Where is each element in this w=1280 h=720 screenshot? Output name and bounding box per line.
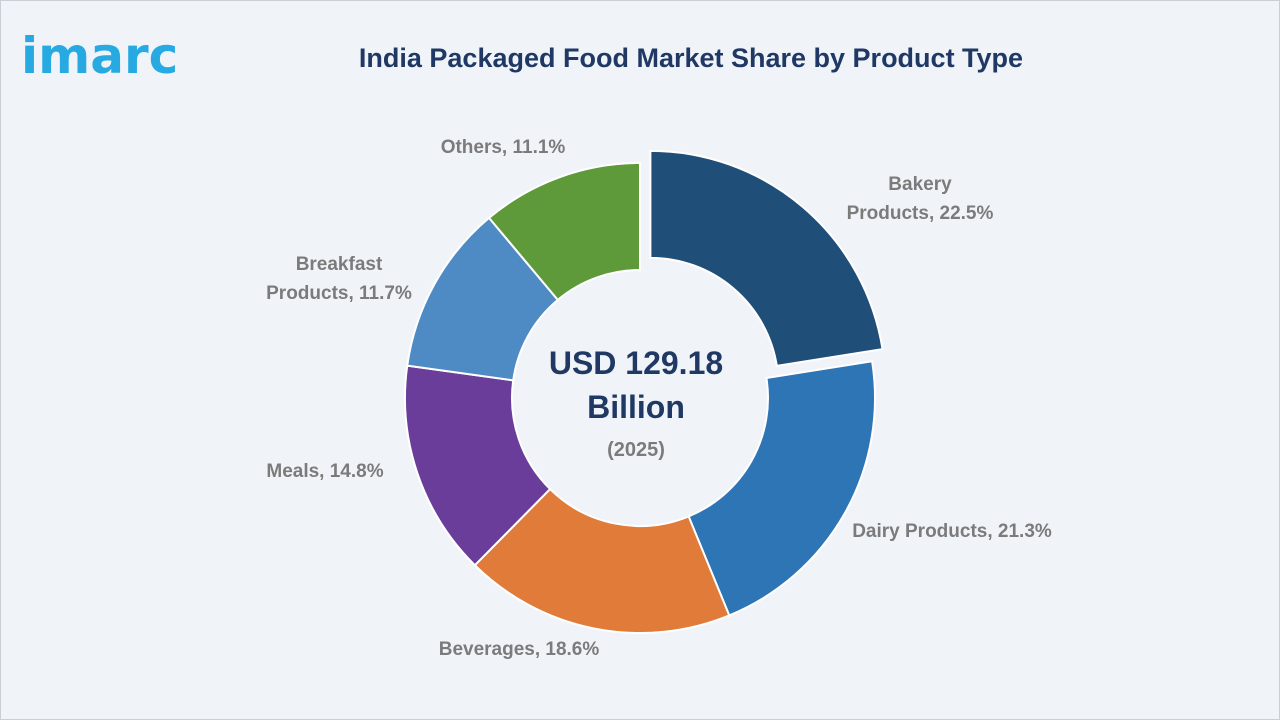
label-bakery-products: Bakery Products, 22.5% [847,174,994,224]
label-meals: Meals, 14.8% [266,461,383,482]
donut-slices [404,149,884,634]
center-year: (2025) [607,439,665,461]
slice-beverages [473,487,731,634]
donut-center: USD 129.18 Billion (2025) [549,345,723,461]
label-dairy-products: Dairy Products, 21.3% [852,521,1052,542]
imarc-logo: imarc [21,27,179,85]
label-breakfast-products: Breakfast Products, 11.7% [266,254,412,304]
slice-meals [404,364,552,567]
label-beverages: Beverages, 18.6% [439,639,600,660]
center-value: USD 129.18 [549,345,723,381]
slice-bakery-products [649,149,884,367]
slice-others [487,161,641,302]
center-unit: Billion [587,389,685,425]
label-others: Others, 11.1% [441,137,566,158]
slice-labels: Bakery Products, 22.5% Dairy Products, 21.… [266,137,1052,660]
chart-title: India Packaged Food Market Share by Prod… [358,43,1024,73]
slice-dairy-products [687,360,876,617]
